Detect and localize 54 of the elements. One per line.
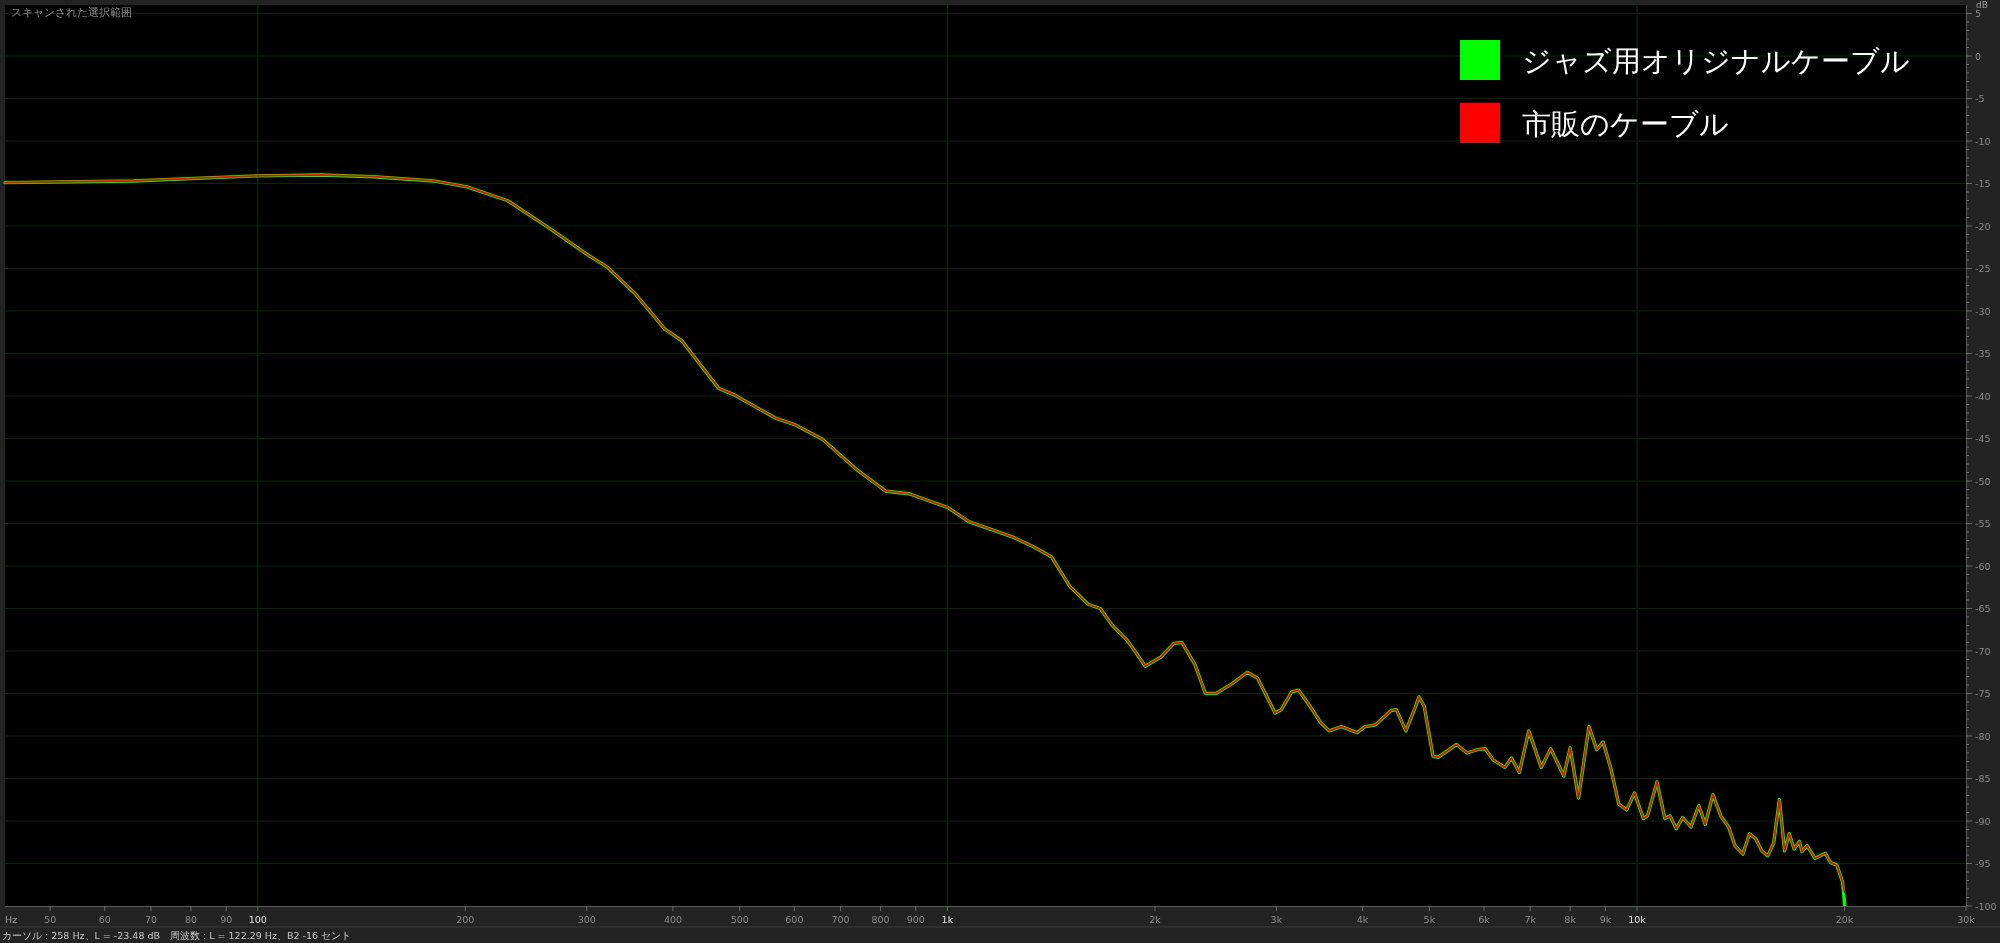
x-tick-label: 500	[730, 914, 749, 925]
y-tick-label: -15	[1975, 178, 1991, 189]
x-tick-label: 200	[456, 914, 475, 925]
x-tick-label: 700	[831, 914, 850, 925]
legend-label: 市販のケーブル	[1522, 108, 1729, 141]
y-tick-label: -10	[1975, 135, 1991, 147]
x-tick-label: 8k	[1564, 914, 1577, 925]
y-tick-label: -55	[1975, 518, 1991, 529]
y-tick-label: -70	[1975, 645, 1991, 657]
x-tick-label: 7k	[1524, 914, 1537, 925]
legend-label: ジャズ用オリジナルケーブル	[1522, 45, 1910, 78]
x-tick-label: 80	[184, 914, 197, 925]
y-tick-label: -20	[1975, 220, 1991, 232]
text: カーソル : 258 Hz、L = -23.48 dB 周波数 : L = 122.29 Hz、B2 -16 セント	[2, 930, 352, 941]
x-tick-label: 9k	[1599, 914, 1612, 925]
x-axis-title: Hz	[5, 914, 18, 925]
y-tick-label: -85	[1975, 773, 1991, 784]
y-tick-label: -25	[1975, 263, 1991, 274]
y-tick-label: -30	[1975, 305, 1991, 317]
x-tick-label: 30k	[1957, 914, 1976, 925]
x-tick-label: 4k	[1356, 914, 1369, 925]
x-tick-label: 3k	[1270, 914, 1283, 925]
y-tick-label: -80	[1975, 730, 1991, 742]
y-tick-label: -100	[1975, 900, 1997, 912]
x-tick-label: 90	[220, 914, 233, 925]
y-tick-label: -60	[1975, 560, 1991, 572]
x-tick-label: 20k	[1835, 914, 1854, 925]
x-tick-label: 70	[144, 914, 157, 925]
y-tick-label: -65	[1975, 603, 1991, 614]
y-tick-label: 0	[1975, 50, 1982, 62]
x-tick-label: 10k	[1628, 914, 1647, 925]
x-tick-label: 900	[906, 914, 925, 925]
x-tick-label: 60	[98, 914, 111, 925]
y-tick-label: -90	[1975, 815, 1991, 827]
x-tick-label: 800	[871, 914, 890, 925]
x-tick-label: 50	[44, 914, 57, 925]
x-tick-label: 300	[577, 914, 596, 925]
x-tick-label: 5k	[1423, 914, 1436, 925]
y-tick-label: -45	[1975, 433, 1991, 444]
chart-title: スキャンされた選択範囲	[11, 6, 132, 18]
x-tick-label: 1k	[941, 914, 954, 925]
y-tick-label: 5	[1975, 8, 1982, 19]
y-tick-label: -40	[1975, 390, 1991, 402]
y-tick-label: -95	[1975, 858, 1991, 869]
y-tick-label: -35	[1975, 348, 1991, 359]
x-tick-label: 400	[663, 914, 683, 925]
y-tick-label: -50	[1975, 475, 1991, 487]
y-tick-label: -75	[1975, 688, 1991, 699]
x-tick-label: 100	[248, 914, 267, 925]
x-tick-label: 600	[785, 914, 804, 925]
x-tick-label: 2k	[1149, 914, 1162, 925]
y-tick-label: -5	[1975, 93, 1985, 104]
y-axis-title: dB	[1976, 0, 1988, 10]
x-tick-label: 6k	[1478, 914, 1491, 925]
